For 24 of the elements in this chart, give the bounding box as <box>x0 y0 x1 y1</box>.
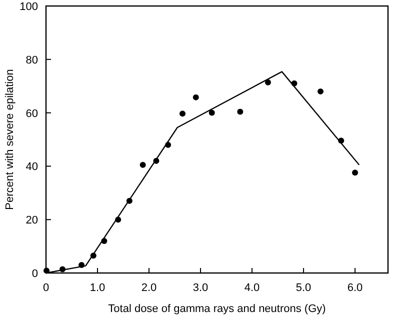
y-tick-label: 40 <box>26 161 38 174</box>
y-tick-label: 20 <box>26 214 38 227</box>
y-axis-title: Percent with severe epilation <box>4 69 16 210</box>
x-axis-title: Total dose of gamma rays and neutrons (Gy) <box>108 303 326 315</box>
x-tick-label: 4.0 <box>244 282 260 294</box>
x-tick-label: 0 <box>42 282 50 294</box>
x-tick-label: 1.0 <box>90 282 106 294</box>
point <box>318 88 324 94</box>
point <box>140 162 146 168</box>
point <box>179 110 186 117</box>
point <box>192 94 199 100</box>
y-tick-label: 80 <box>26 54 38 66</box>
x-tick-label: 2.0 <box>141 282 157 294</box>
y-tick-label: 0 <box>32 268 38 280</box>
x-tick-label: 6.0 <box>347 282 363 294</box>
point <box>264 79 271 86</box>
point <box>44 268 50 274</box>
y-tick-label: 100 <box>20 1 38 13</box>
point <box>208 110 215 116</box>
point <box>352 170 358 176</box>
x-tick-label: 5.0 <box>296 282 312 294</box>
x-tick-label: 3.0 <box>192 282 208 294</box>
y-tick-label: 60 <box>26 108 38 120</box>
point <box>237 108 244 115</box>
